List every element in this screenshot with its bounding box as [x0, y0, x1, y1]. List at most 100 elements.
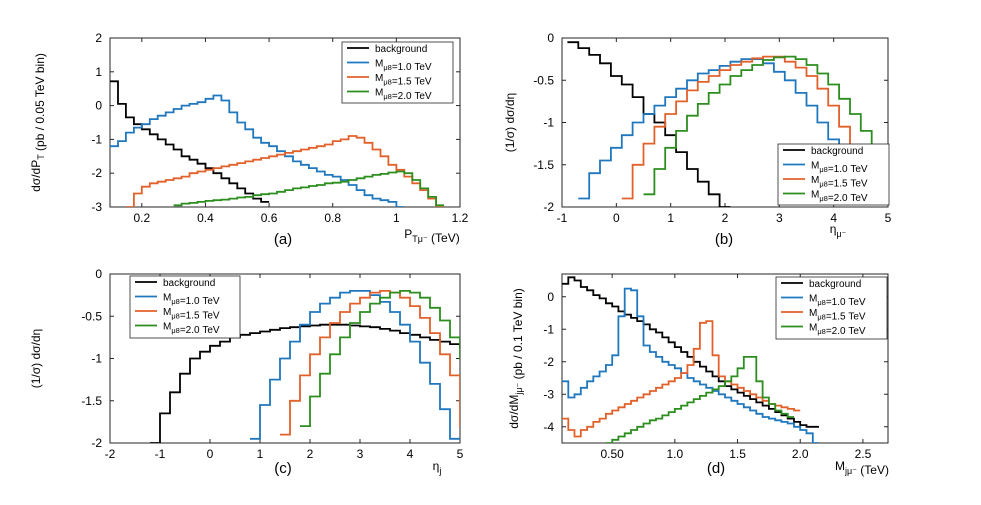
x-tick-label: -1	[155, 447, 166, 461]
legend-box	[129, 275, 241, 339]
x-tick-label: 2	[722, 211, 729, 225]
x-tick-label: 1.0	[667, 447, 684, 461]
series-line-3	[605, 356, 794, 443]
y-tick-label: -4	[543, 420, 554, 434]
y-axis-label: dσ/dMjμ⁻ (pb / 0.1 TeV bin)	[507, 288, 525, 429]
series-line-2	[562, 320, 801, 438]
x-tick-label: -1	[557, 211, 568, 225]
y-tick-label: 0	[95, 99, 102, 113]
y-tick-label: -2	[91, 166, 102, 180]
legend-entry: Mμ8=1.5 TeV	[811, 175, 868, 190]
y-tick-label: -2	[543, 200, 554, 214]
series-group	[110, 80, 445, 207]
x-tick-label: 5	[457, 447, 464, 461]
series-line-1	[562, 287, 819, 443]
y-tick-label: -0.5	[533, 73, 554, 87]
y-tick-label: 0	[547, 31, 554, 45]
plot-frame	[109, 37, 461, 208]
chart-panel-2: -1 0 1 2 3 4 5 -2 -1.5 -1 -0.5 0 (1/σ) dσ/dη ημ⁻ (b) ba…	[503, 31, 892, 248]
series-line-3	[643, 55, 888, 196]
y-tick-label: 0	[547, 290, 554, 304]
x-axis-label: ημ⁻	[830, 222, 847, 239]
y-tick-label: 1	[95, 65, 102, 79]
x-tick-label: 1.5	[729, 447, 746, 461]
x-tick-label: 3	[776, 211, 783, 225]
series-line-1	[578, 58, 872, 204]
x-tick-label: 1.2	[452, 211, 469, 225]
legend-entry: Mμ8=1.5 TeV	[163, 307, 220, 322]
y-tick-label: -1.5	[81, 394, 102, 408]
x-tick-label: 4	[830, 211, 837, 225]
legend-entry: background	[375, 44, 427, 55]
y-tick-label: -0.5	[81, 309, 102, 323]
x-tick-label: 2.0	[792, 447, 809, 461]
y-tick-label: -1.5	[533, 158, 554, 172]
legend-entry: Mμ8=1.0 TeV	[811, 161, 868, 176]
legend-entry: Mμ8=1.5 TeV	[809, 308, 866, 323]
plot-frame	[561, 273, 889, 444]
panel-label: (a)	[274, 231, 292, 248]
x-axis-label: Mjμ⁻ (TeV)	[835, 459, 889, 477]
panel-label: (c)	[274, 460, 292, 477]
legend-box	[775, 276, 888, 340]
legend-box	[341, 41, 454, 104]
series-line-0	[110, 80, 270, 203]
series-line-3	[300, 290, 460, 427]
x-tick-label: -2	[105, 447, 116, 461]
series-group	[150, 290, 460, 443]
x-tick-label: 3	[357, 447, 364, 461]
y-tick-label: 0	[95, 267, 102, 281]
legend-entry: Mμ8=2.0 TeV	[809, 323, 866, 338]
chart-panel-4: 0.50 1.0 1.5 2.0 2.5 -4 -3 -2 -1 0 dσ/dMjμ⁻ (pb / …	[507, 273, 889, 477]
y-tick-label: -3	[91, 200, 102, 214]
y-tick-label: -1	[543, 322, 554, 336]
x-tick-label: 0	[613, 211, 620, 225]
panel-label: (b)	[715, 231, 733, 248]
x-tick-label: 0.8	[324, 211, 341, 225]
legend-entry: Mμ8=2.0 TeV	[375, 88, 432, 103]
x-tick-label: 0.50	[600, 447, 624, 461]
series-group	[567, 41, 888, 207]
legend-entry: Mμ8=1.0 TeV	[163, 293, 220, 308]
y-axis-label: (1/σ) dσ/dη	[503, 93, 517, 153]
x-tick-label: 2	[307, 447, 314, 461]
x-axis-label: ηj	[433, 459, 442, 476]
x-tick-label: 2.5	[855, 447, 872, 461]
y-axis-label: dσ/dPT (pb / 0.05 TeV bin)	[29, 53, 47, 192]
y-tick-label: -1	[91, 132, 102, 146]
chart-panel-1: 0.2 0.4 0.6 0.8 1 1.2 -3 -2 -1 0 1 2 dσ/dPT (pb / 0.…	[29, 31, 469, 248]
x-tick-label: 5	[885, 211, 892, 225]
y-tick-label: -1	[543, 116, 554, 130]
x-tick-label: 4	[407, 447, 414, 461]
x-tick-label: 0.4	[197, 211, 214, 225]
x-axis-label: PTμ⁻ (TeV)	[404, 227, 459, 245]
x-tick-label: 1	[667, 211, 674, 225]
y-tick-label: 2	[95, 31, 102, 45]
y-axis-label: (1/σ) dσ/dη	[29, 329, 43, 389]
series-line-2	[280, 290, 460, 436]
legend-entry: Mμ8=1.0 TeV	[809, 294, 866, 309]
legend-entry: background	[809, 279, 861, 290]
series-line-0	[562, 276, 819, 428]
y-tick-label: -1	[91, 352, 102, 366]
legend-entry: Mμ8=1.5 TeV	[375, 73, 432, 88]
panel-label: (d)	[707, 460, 725, 477]
series-line-1	[110, 94, 405, 207]
series-line-3	[173, 170, 445, 207]
series-line-1	[250, 290, 460, 440]
legend-entry: background	[811, 146, 863, 157]
x-tick-label: 0.6	[261, 211, 278, 225]
y-tick-label: -2	[91, 436, 102, 450]
legend-entry: background	[163, 278, 215, 289]
legend-entry: Mμ8=2.0 TeV	[811, 190, 868, 205]
x-tick-label: 1	[257, 447, 264, 461]
x-tick-label: 1	[393, 211, 400, 225]
y-tick-label: -2	[543, 355, 554, 369]
y-tick-label: -3	[543, 387, 554, 401]
legend-entry: Mμ8=1.0 TeV	[375, 59, 432, 74]
series-line-2	[125, 135, 445, 207]
